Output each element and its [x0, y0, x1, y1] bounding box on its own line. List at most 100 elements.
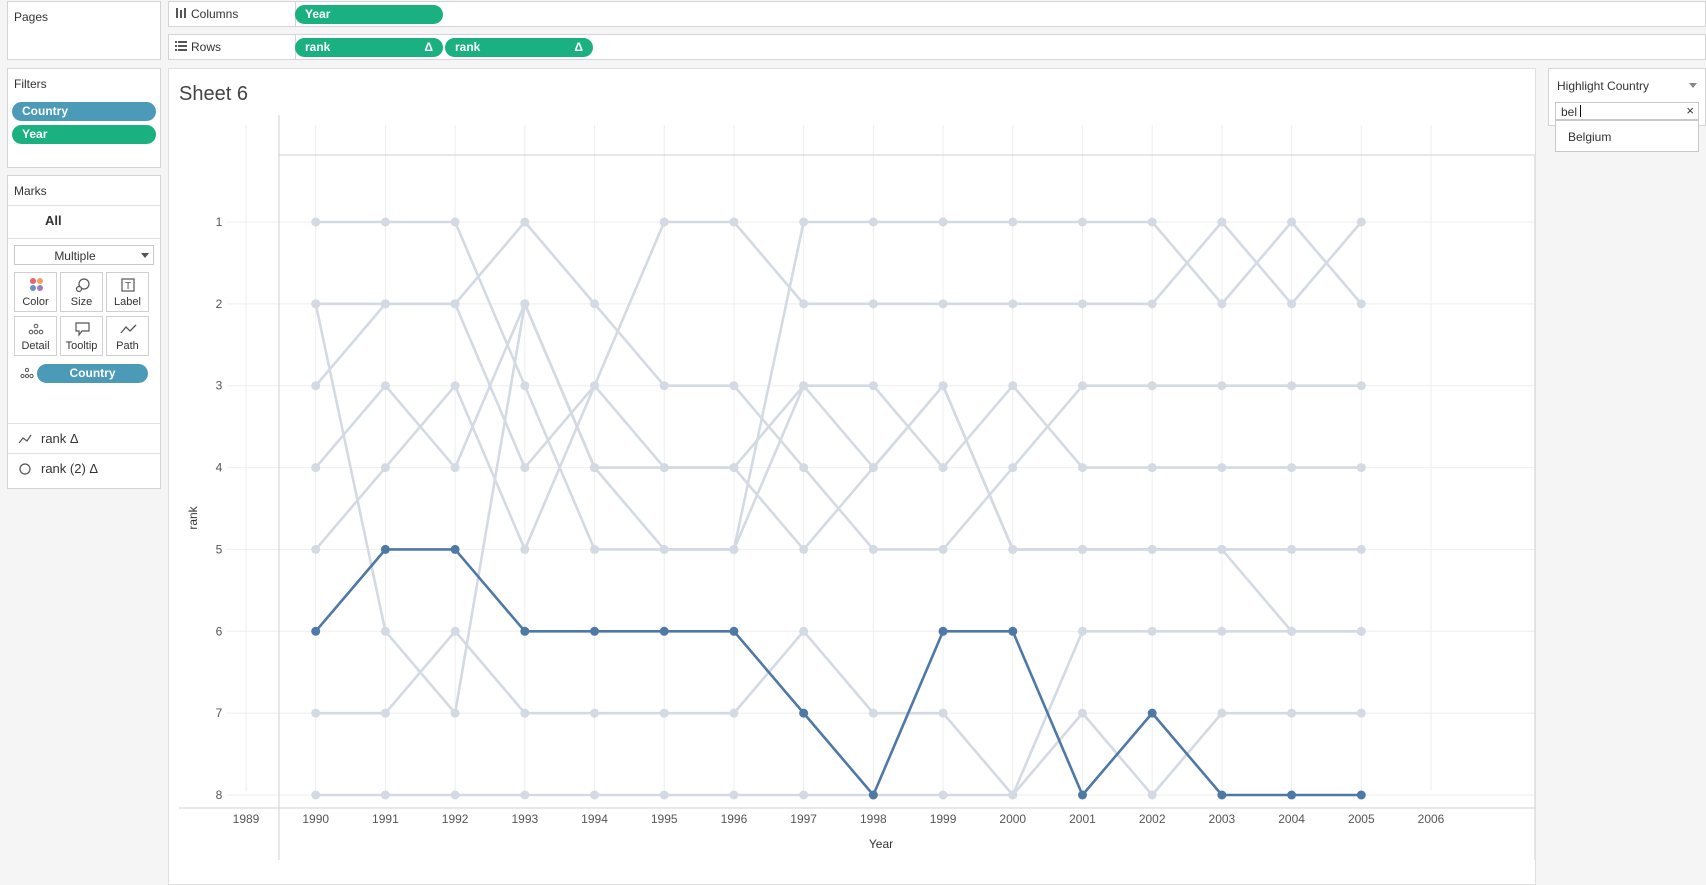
- data-point[interactable]: [938, 381, 948, 391]
- data-point[interactable]: [1217, 790, 1227, 800]
- data-point[interactable]: [1356, 299, 1366, 309]
- data-point[interactable]: [868, 544, 878, 554]
- data-point[interactable]: [799, 544, 809, 554]
- data-point[interactable]: [868, 463, 878, 473]
- rows-pill-rank-1[interactable]: rank Δ: [295, 38, 443, 57]
- data-point[interactable]: [590, 463, 600, 473]
- data-point[interactable]: [1217, 381, 1227, 391]
- data-point[interactable]: [380, 790, 390, 800]
- data-point[interactable]: [1217, 217, 1227, 227]
- data-point[interactable]: [799, 299, 809, 309]
- data-point[interactable]: [1147, 544, 1157, 554]
- rows-shelf[interactable]: Rows rank Δ rank Δ: [168, 34, 1706, 60]
- data-point[interactable]: [1217, 708, 1227, 718]
- size-button[interactable]: Size: [60, 272, 103, 312]
- data-point[interactable]: [1147, 463, 1157, 473]
- data-point[interactable]: [311, 708, 321, 718]
- data-point[interactable]: [1287, 381, 1297, 391]
- data-point[interactable]: [590, 381, 600, 391]
- data-point[interactable]: [1287, 544, 1297, 554]
- data-point[interactable]: [1077, 381, 1087, 391]
- data-point[interactable]: [590, 708, 600, 718]
- highlight-suggestion-belgium[interactable]: Belgium: [1568, 130, 1612, 144]
- color-button[interactable]: Color: [14, 272, 57, 312]
- data-point[interactable]: [938, 463, 948, 473]
- data-point[interactable]: [1008, 544, 1018, 554]
- data-point[interactable]: [450, 463, 460, 473]
- data-point[interactable]: [311, 217, 321, 227]
- data-point[interactable]: [729, 381, 739, 391]
- data-point[interactable]: [1356, 381, 1366, 391]
- data-point[interactable]: [1147, 299, 1157, 309]
- data-point[interactable]: [1077, 708, 1087, 718]
- data-point[interactable]: [868, 217, 878, 227]
- data-point[interactable]: [450, 544, 460, 554]
- data-point[interactable]: [1356, 708, 1366, 718]
- data-point[interactable]: [1077, 463, 1087, 473]
- data-point[interactable]: [659, 381, 669, 391]
- data-point[interactable]: [799, 790, 809, 800]
- data-point[interactable]: [868, 299, 878, 309]
- data-point[interactable]: [1287, 299, 1297, 309]
- data-point[interactable]: [659, 626, 669, 636]
- data-point[interactable]: [380, 544, 390, 554]
- data-point[interactable]: [380, 217, 390, 227]
- data-point[interactable]: [450, 708, 460, 718]
- data-point[interactable]: [1077, 544, 1087, 554]
- data-point[interactable]: [729, 217, 739, 227]
- data-point[interactable]: [1147, 626, 1157, 636]
- data-point[interactable]: [450, 299, 460, 309]
- data-point[interactable]: [799, 626, 809, 636]
- data-point[interactable]: [1217, 299, 1227, 309]
- data-point[interactable]: [311, 544, 321, 554]
- rows-pill-rank-2[interactable]: rank Δ: [445, 38, 593, 57]
- data-point[interactable]: [380, 463, 390, 473]
- data-point[interactable]: [659, 217, 669, 227]
- mark-type-dropdown[interactable]: Multiple: [14, 245, 154, 265]
- measure-tab-rank-2[interactable]: rank (2) Δ: [8, 454, 160, 484]
- data-point[interactable]: [868, 790, 878, 800]
- detail-button[interactable]: Detail: [14, 316, 57, 356]
- detail-pill-country[interactable]: Country: [37, 364, 148, 383]
- data-point[interactable]: [1147, 790, 1157, 800]
- data-point[interactable]: [520, 790, 530, 800]
- data-point[interactable]: [799, 463, 809, 473]
- data-point[interactable]: [1287, 217, 1297, 227]
- data-point[interactable]: [1147, 217, 1157, 227]
- data-point[interactable]: [590, 626, 600, 636]
- data-point[interactable]: [659, 463, 669, 473]
- data-point[interactable]: [520, 299, 530, 309]
- filter-pill-year[interactable]: Year: [12, 125, 156, 144]
- data-point[interactable]: [590, 544, 600, 554]
- data-point[interactable]: [938, 626, 948, 636]
- data-point[interactable]: [729, 544, 739, 554]
- data-point[interactable]: [520, 708, 530, 718]
- label-button[interactable]: T Label: [106, 272, 149, 312]
- data-point[interactable]: [868, 381, 878, 391]
- data-point[interactable]: [311, 381, 321, 391]
- data-point[interactable]: [729, 790, 739, 800]
- data-point[interactable]: [311, 463, 321, 473]
- data-point[interactable]: [380, 626, 390, 636]
- data-point[interactable]: [1077, 626, 1087, 636]
- data-point[interactable]: [1356, 790, 1366, 800]
- data-point[interactable]: [520, 463, 530, 473]
- data-point[interactable]: [1008, 790, 1018, 800]
- data-point[interactable]: [1356, 217, 1366, 227]
- data-point[interactable]: [1008, 463, 1018, 473]
- data-point[interactable]: [659, 544, 669, 554]
- data-point[interactable]: [868, 708, 878, 718]
- data-point[interactable]: [311, 790, 321, 800]
- clear-icon[interactable]: ×: [1686, 103, 1694, 118]
- data-point[interactable]: [659, 790, 669, 800]
- data-point[interactable]: [729, 708, 739, 718]
- tooltip-button[interactable]: Tooltip: [60, 316, 103, 356]
- data-point[interactable]: [1147, 381, 1157, 391]
- columns-pill-year[interactable]: Year: [295, 5, 443, 24]
- data-point[interactable]: [1356, 544, 1366, 554]
- data-point[interactable]: [450, 790, 460, 800]
- path-button[interactable]: Path: [106, 316, 149, 356]
- data-point[interactable]: [1077, 790, 1087, 800]
- data-point[interactable]: [1287, 463, 1297, 473]
- data-point[interactable]: [1008, 299, 1018, 309]
